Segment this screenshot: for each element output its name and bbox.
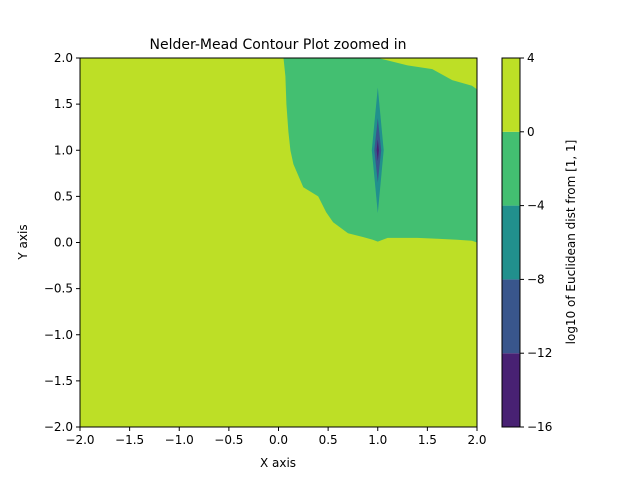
y-tick-label: 0.0 <box>54 236 73 250</box>
x-tick-label: 0.5 <box>319 433 338 447</box>
colorbar: −16 −12 −8 −4 0 4 log10 of Euclidean dist fro… <box>501 51 578 434</box>
colorbar-tick-label: −16 <box>527 420 552 434</box>
colorbar-bands <box>502 58 520 427</box>
colorbar-ticks: −16 −12 −8 −4 0 4 <box>520 51 552 434</box>
y-axis-label: Y axis <box>16 224 30 260</box>
chart-title: Nelder-Mead Contour Plot zoomed in <box>149 37 406 53</box>
contour-plot-area <box>79 57 478 428</box>
colorbar-frame <box>501 57 521 428</box>
y-axis-ticks: −2.0 −1.5 −1.0 −0.5 0.0 0.5 1.0 1.5 2.0 <box>44 51 80 434</box>
colorbar-band <box>502 353 520 427</box>
y-tick-label: −1.5 <box>44 374 73 388</box>
colorbar-band <box>502 205 520 280</box>
contour-region-3 <box>376 139 379 162</box>
colorbar-band <box>502 131 520 206</box>
x-tick-label: −1.5 <box>115 433 144 447</box>
colorbar-label: log10 of Euclidean dist from [1, 1] <box>564 140 578 345</box>
x-tick-label: 1.0 <box>368 433 387 447</box>
y-tick-label: −1.0 <box>44 328 73 342</box>
x-tick-label: −0.5 <box>214 433 243 447</box>
y-tick-label: −0.5 <box>44 282 73 296</box>
colorbar-band <box>502 58 520 132</box>
y-tick-label: 1.0 <box>54 143 73 157</box>
colorbar-tick-label: −12 <box>527 346 552 360</box>
colorbar-tick-label: −8 <box>527 272 545 286</box>
x-axis-ticks: −2.0 −1.5 −1.0 −0.5 0.0 0.5 1.0 1.5 2.0 <box>65 427 487 447</box>
contour-regions <box>283 58 477 243</box>
colorbar-tick-label: 4 <box>527 51 535 65</box>
x-tick-label: −2.0 <box>65 433 94 447</box>
x-tick-label: 1.5 <box>418 433 437 447</box>
x-tick-label: 0.0 <box>269 433 288 447</box>
x-tick-label: −1.0 <box>165 433 194 447</box>
y-tick-label: −2.0 <box>44 420 73 434</box>
y-tick-label: 0.5 <box>54 189 73 203</box>
x-axis-label: X axis <box>260 456 296 470</box>
colorbar-tick-label: −4 <box>527 199 545 213</box>
y-tick-label: 1.5 <box>54 97 73 111</box>
y-tick-label: 2.0 <box>54 51 73 65</box>
colorbar-tick-label: 0 <box>527 125 535 139</box>
colorbar-band <box>502 279 520 354</box>
x-tick-label: 2.0 <box>467 433 486 447</box>
